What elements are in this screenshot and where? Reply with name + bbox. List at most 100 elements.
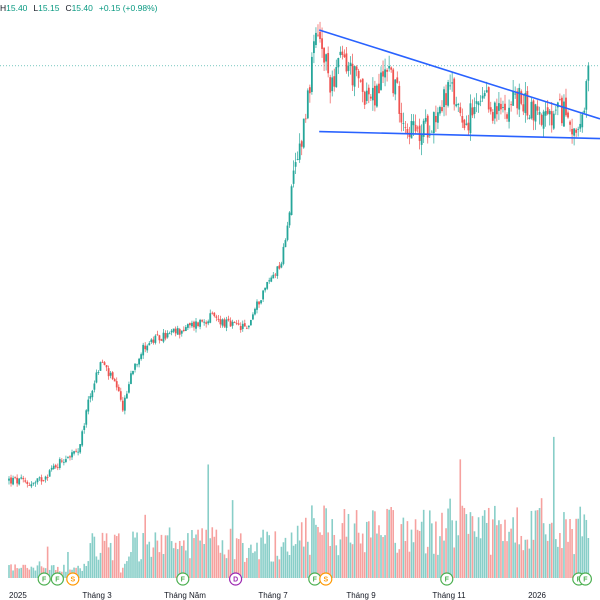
candle — [199, 318, 201, 330]
candle — [449, 74, 452, 90]
candle-body — [500, 103, 502, 110]
marker-f-icon[interactable]: F — [578, 572, 593, 586]
candle-body — [26, 481, 29, 484]
candle — [79, 443, 82, 454]
candle — [447, 79, 449, 108]
candle-body — [217, 318, 220, 320]
marker-f-icon[interactable]: F — [37, 572, 51, 586]
volume-bar — [8, 565, 10, 578]
candle — [22, 475, 25, 483]
volume-bar — [213, 536, 216, 578]
marker-d-icon[interactable]: D — [229, 572, 243, 586]
marker-s-icon[interactable]: S — [66, 572, 80, 586]
volume-bar — [459, 459, 462, 578]
volume-bar — [363, 552, 366, 578]
volume-bar — [10, 564, 12, 578]
candle — [508, 99, 510, 129]
marker-f-icon[interactable]: F — [50, 572, 65, 586]
candle-body — [302, 118, 305, 148]
candle-body — [304, 118, 307, 120]
marker-letter: F — [445, 577, 450, 584]
candle — [518, 83, 521, 117]
candle-body — [473, 107, 476, 114]
candle — [109, 370, 112, 379]
marker-f-icon[interactable]: F — [308, 572, 322, 586]
volume-bar — [65, 571, 67, 578]
candle-body — [215, 316, 218, 318]
candle — [18, 477, 21, 486]
volume-bar — [152, 547, 155, 578]
candle-body — [412, 121, 415, 126]
volume-bar — [103, 540, 106, 578]
candle-body — [426, 115, 429, 138]
candle-body — [113, 379, 116, 382]
volume-bar — [565, 519, 567, 578]
volume-bar — [508, 531, 510, 578]
candle-body — [36, 478, 39, 483]
volume-bar — [370, 537, 372, 578]
candle — [270, 275, 273, 283]
volume-bar — [386, 508, 388, 578]
volume-bar — [256, 542, 258, 578]
volume-bar — [95, 556, 98, 578]
candle-body — [323, 47, 325, 63]
candle — [483, 90, 486, 99]
candle — [42, 479, 45, 482]
volume-bar — [372, 510, 374, 578]
candle — [500, 97, 502, 115]
marker-f-icon[interactable]: F — [440, 572, 454, 586]
candle — [321, 27, 323, 58]
candle-body — [392, 69, 395, 94]
candle-body — [575, 129, 578, 133]
volume-bar — [268, 535, 270, 578]
candle — [341, 45, 344, 60]
candle — [426, 113, 429, 144]
volume-bar — [160, 534, 163, 578]
candle-body — [154, 335, 157, 343]
trendlines[interactable] — [318, 29, 600, 140]
candle-body — [465, 123, 468, 125]
marker-s-icon[interactable]: S — [319, 572, 333, 586]
candle-body — [571, 128, 573, 135]
volume-bar — [83, 563, 86, 578]
candle — [56, 463, 59, 471]
trendline-support[interactable] — [319, 130, 600, 140]
volume-bar — [107, 547, 110, 578]
volume-bar — [492, 519, 494, 578]
candle — [294, 152, 297, 174]
volume-bar — [559, 533, 561, 578]
volume-bar — [457, 535, 460, 578]
candle — [254, 307, 256, 316]
candle-body — [243, 323, 246, 327]
candle-body — [140, 354, 143, 360]
candle — [115, 377, 118, 391]
candle — [20, 474, 23, 480]
candle-body — [239, 326, 242, 331]
volume-bar — [298, 540, 301, 578]
volume-bar — [512, 517, 514, 578]
marker-f-icon[interactable]: F — [176, 572, 190, 586]
candle — [284, 238, 287, 248]
volume-bar — [481, 515, 484, 578]
candle-body — [40, 477, 43, 482]
candle-body — [170, 330, 173, 333]
marker-circle — [229, 572, 243, 586]
candle — [52, 463, 55, 470]
trendline-resistance[interactable] — [318, 29, 600, 120]
volume-bar — [211, 527, 214, 578]
candle — [302, 118, 305, 149]
volume-bar — [368, 521, 370, 578]
x-tick-label: Tháng 9 — [346, 591, 376, 600]
volume-bar — [548, 523, 551, 578]
candle-body — [276, 266, 279, 276]
candle-body — [119, 391, 122, 400]
candle-body — [294, 162, 297, 167]
candle-body — [52, 465, 55, 469]
candle — [479, 95, 482, 107]
candle — [184, 324, 187, 332]
volume-bar — [365, 521, 368, 578]
candle — [526, 86, 529, 120]
volume-bar — [278, 559, 281, 578]
